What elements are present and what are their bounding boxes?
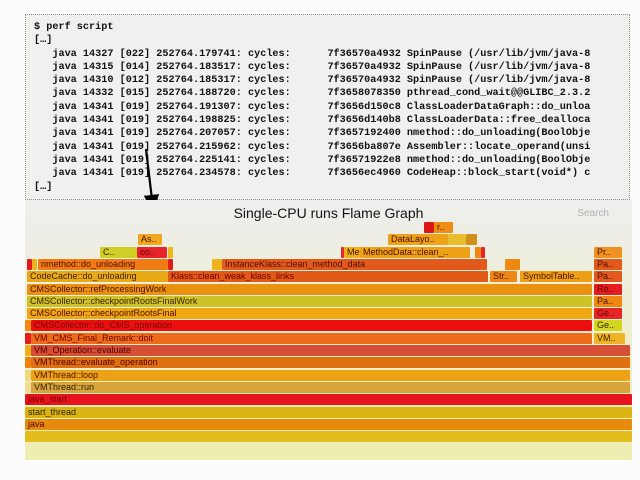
terminal-line: java 14341 [019] 252764.215962: cycles: … xyxy=(34,141,591,153)
terminal-line: java 14341 [019] 252764.225141: cycles: … xyxy=(34,154,591,166)
flame-frame[interactable]: Pr.. xyxy=(594,246,622,258)
flame-frame[interactable]: VMThread::evaluate_operation xyxy=(31,357,630,369)
flame-frame[interactable] xyxy=(168,258,173,270)
flame-frame[interactable]: Str.. xyxy=(490,271,517,283)
flame-frame[interactable] xyxy=(32,258,37,270)
flame-frame[interactable]: Pa.. xyxy=(594,295,622,307)
flame-frame[interactable]: Klass::clean_weak_klass_links xyxy=(168,271,488,283)
flame-frame[interactable]: VM.. xyxy=(594,332,625,344)
terminal-line: java 14315 [014] 252764.183517: cycles: … xyxy=(34,61,591,73)
flame-frame[interactable]: CMSCollector::refProcessingWork xyxy=(27,283,592,295)
terminal-line: […] xyxy=(34,181,53,193)
flame-frame[interactable]: MethodData::clean_.. xyxy=(360,246,470,258)
terminal-line: java 14341 [019] 252764.191307: cycles: … xyxy=(34,101,591,113)
flame-frame[interactable]: CodeCache::do_unloading xyxy=(27,271,168,283)
flame-frame[interactable] xyxy=(27,258,32,270)
flame-frame[interactable] xyxy=(466,234,477,246)
flame-frame[interactable]: CMSCollector::checkpointRootsFinal xyxy=(27,308,592,320)
flame-frame[interactable] xyxy=(481,246,485,258)
flame-frame[interactable]: Me.. xyxy=(344,246,360,258)
terminal-output: $ perf script […] java 14327 [022] 252764… xyxy=(25,14,630,200)
flame-frame[interactable] xyxy=(212,258,222,270)
terminal-line: java 14332 [015] 252764.188720: cycles: … xyxy=(34,88,591,100)
flame-frame[interactable]: java xyxy=(25,418,632,430)
flame-frame[interactable]: Ge.. xyxy=(594,308,622,320)
flame-frame[interactable]: Re.. xyxy=(594,283,622,295)
terminal-lines: $ perf script […] java 14327 [022] 252764… xyxy=(34,21,621,194)
flame-frame[interactable]: java_start xyxy=(25,394,632,406)
flame-frame[interactable]: As.. xyxy=(138,234,162,246)
flame-frame[interactable]: C.. xyxy=(100,246,137,258)
terminal-line: java 14341 [019] 252764.198825: cycles: … xyxy=(34,115,591,127)
flame-frame[interactable]: Pa.. xyxy=(594,271,622,283)
flame-frame[interactable]: VMThread::loop xyxy=(31,369,630,381)
flame-frame[interactable] xyxy=(25,357,31,369)
flame-frame[interactable] xyxy=(25,345,31,356)
flame-frame[interactable]: CMSCollector::do_CMS_operation xyxy=(31,320,592,332)
flame-frame[interactable]: SymbolTable.. xyxy=(520,271,592,283)
flame-frame[interactable]: Pa.. xyxy=(594,258,622,270)
flame-frame[interactable]: DataLayo.. xyxy=(388,234,448,246)
flame-frame[interactable] xyxy=(475,246,481,258)
flamegraph: Single-CPU runs Flame Graph Search r.. As… xyxy=(25,200,632,460)
flame-frame[interactable] xyxy=(25,332,31,344)
annotation-arrow-icon xyxy=(143,148,160,213)
flamegraph-title: Single-CPU runs Flame Graph xyxy=(233,205,424,221)
flame-frame[interactable]: oo.. xyxy=(137,246,167,258)
flame-frame[interactable] xyxy=(448,234,466,246)
flame-frame[interactable] xyxy=(25,369,31,381)
terminal-line: $ perf script xyxy=(34,22,114,33)
flame-frame[interactable]: Ge.. xyxy=(594,320,622,332)
flame-frame[interactable] xyxy=(25,431,632,443)
flame-frame[interactable]: r.. xyxy=(434,222,453,233)
terminal-line: java 14341 [019] 252764.207057: cycles: … xyxy=(34,128,591,140)
flame-frame[interactable] xyxy=(341,246,344,258)
flame-frame[interactable]: VMThread::run xyxy=(31,381,630,393)
search-button[interactable]: Search xyxy=(577,208,609,219)
terminal-line: java 14341 [019] 252764.234578: cycles: … xyxy=(34,168,591,180)
flame-frame[interactable]: VM_CMS_Final_Remark::doit xyxy=(31,332,592,344)
flame-frame[interactable]: CMSCollector::checkpointRootsFinalWork xyxy=(27,295,592,307)
flame-frame[interactable] xyxy=(424,222,434,233)
flame-frame[interactable]: VM_Operation::evaluate xyxy=(31,345,630,356)
terminal-line: […] xyxy=(34,35,53,47)
flame-frame[interactable]: start_thread xyxy=(25,406,632,418)
terminal-line: java 14327 [022] 252764.179741: cycles: … xyxy=(34,48,591,60)
flame-frame[interactable]: nmethod::do_unloading xyxy=(38,258,168,270)
flame-frame[interactable]: InstanceKlass::clean_method_data xyxy=(222,258,487,270)
flame-frame[interactable] xyxy=(25,381,31,393)
flame-frame[interactable] xyxy=(25,320,31,332)
terminal-line: java 14310 [012] 252764.185317: cycles: … xyxy=(34,75,591,87)
flame-frame[interactable] xyxy=(168,246,173,258)
flame-frame[interactable] xyxy=(505,258,520,270)
